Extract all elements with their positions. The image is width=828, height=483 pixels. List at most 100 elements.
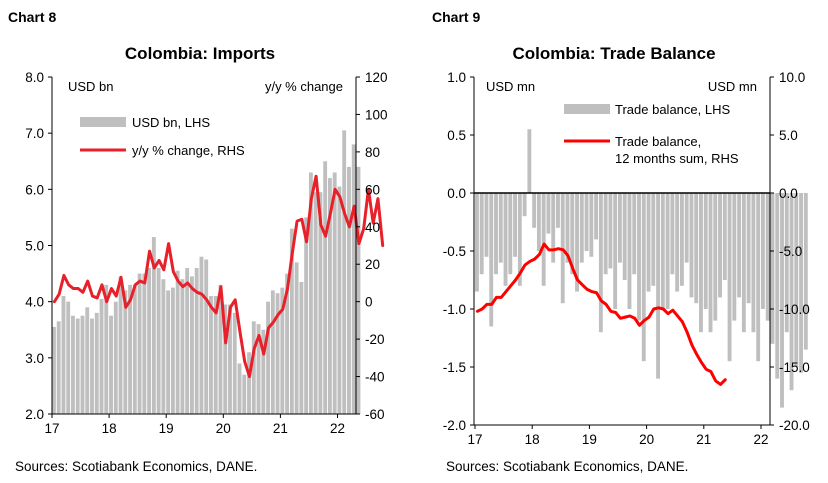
- chart-8-right-tick-label: -40: [365, 370, 385, 385]
- chart-9-bar: [765, 193, 770, 321]
- chart-8-bar: [118, 276, 123, 414]
- chart-9-bar: [637, 193, 641, 321]
- chart-8-bar: [56, 321, 61, 414]
- chart-9-bar: [522, 193, 527, 217]
- chart-9-left-tick-label: 0.5: [447, 128, 466, 143]
- chart-9-bar: [556, 193, 560, 228]
- chart-9-bar: [741, 193, 746, 333]
- chart-8-bar: [61, 296, 66, 414]
- chart-9-bar: [679, 193, 684, 286]
- chart-9-left-axis-label: USD mn: [486, 79, 535, 94]
- chart-8-bar: [270, 290, 275, 414]
- chart-8-bar: [137, 273, 142, 414]
- chart-9-bar: [513, 193, 517, 257]
- chart-9-bar: [603, 193, 608, 275]
- chart-8-left-tick-label: 7.0: [25, 126, 44, 141]
- chart-8-bar: [180, 279, 185, 414]
- chart-9-bar: [618, 193, 622, 263]
- chart-8-bar: [218, 284, 223, 414]
- chart-8-bar: [104, 284, 109, 414]
- chart-9-left-tick-label: -1.0: [443, 302, 466, 317]
- chart-9-bar: [527, 129, 532, 193]
- chart-9-left-tick-label: -2.0: [443, 418, 466, 433]
- chart-9-bar: [746, 193, 751, 304]
- chart-8-line: [52, 174, 385, 379]
- chart-9-bar: [713, 193, 718, 321]
- chart-9-axes: 1.0 0.5 0.0 -0.5 -1.0 -1.5 -2.0 10.0 5.0 0.0 -5.0 -…: [443, 70, 810, 447]
- chart-8-bar: [356, 166, 361, 414]
- chart-9-legend-bar-label: Trade balance, LHS: [615, 102, 730, 117]
- chart-9-left-tick-label: 1.0: [447, 70, 466, 85]
- chart-8-bar: [175, 270, 180, 414]
- chart-9-bar: [775, 193, 780, 379]
- chart-8-bar: [166, 290, 171, 414]
- chart-9-left-tick-label: 0.0: [447, 186, 466, 201]
- chart-8-bar: [132, 284, 137, 414]
- chart-9-right-tick-label: -5.0: [779, 244, 802, 259]
- chart-8-bar: [94, 312, 99, 414]
- chart-9-bar: [660, 193, 665, 309]
- chart-9-bar: [708, 193, 713, 333]
- chart-9-bar: [761, 193, 765, 309]
- chart-8-bar: [209, 296, 213, 414]
- chart-9-bar: [789, 193, 794, 391]
- chart-8-bar: [66, 301, 71, 414]
- chart-8-right-tick-label: 60: [365, 182, 380, 197]
- chart-9-bar: [598, 193, 603, 333]
- chart-9-bar: [689, 193, 694, 298]
- chart-9-bar: [541, 193, 546, 286]
- chart-8-bar-series: [52, 130, 361, 415]
- chart-8-bar: [75, 318, 80, 414]
- chart-8-legend-bar-label: USD bn, LHS: [132, 115, 210, 130]
- chart-9-x-tick-label: 17: [467, 432, 482, 447]
- chart-8-bar: [251, 321, 256, 414]
- chart-8-legend: USD bn, LHS y/y % change, RHS: [80, 115, 245, 158]
- chart-9-bar: [546, 193, 551, 234]
- chart-9-right-tick-label: 5.0: [779, 128, 798, 143]
- chart-8-bar: [113, 301, 118, 414]
- chart-8-left-tick-label: 5.0: [25, 239, 44, 254]
- chart-9-bar: [489, 193, 494, 327]
- chart-9-bar: [484, 193, 489, 257]
- chart-8-bar: [204, 259, 209, 414]
- chart-9-bar: [784, 193, 789, 333]
- chart-9-left-tick-label: -1.5: [443, 360, 466, 375]
- chart-8-right-tick-label: 80: [365, 145, 380, 160]
- chart-9-bar: [570, 193, 575, 275]
- chart-9-legend-line-label-1: Trade balance,: [615, 134, 701, 149]
- chart-8-bar: [85, 307, 90, 414]
- chart-9-bar: [632, 193, 637, 275]
- chart-8-bar: [285, 273, 290, 414]
- chart-8-left-tick-label: 4.0: [25, 295, 44, 310]
- chart-8-bar: [228, 304, 232, 414]
- chart-8-x-tick-label: 17: [44, 421, 59, 436]
- chart-9-bar-series: [475, 129, 808, 408]
- chart-9-bar: [756, 193, 761, 362]
- chart-9-bar: [770, 193, 775, 344]
- chart-8-bar: [332, 172, 337, 414]
- chart-9-bar: [665, 193, 670, 309]
- chart-9-bar: [532, 193, 537, 228]
- chart-9-bar: [694, 193, 699, 304]
- chart-9-bar: [608, 193, 613, 269]
- chart-9-bar: [503, 193, 508, 286]
- chart-8-number: Chart 8: [8, 9, 56, 25]
- chart-8-bar: [142, 273, 147, 414]
- chart-9-bar: [498, 193, 503, 263]
- chart-8-x-tick-label: 21: [273, 421, 288, 436]
- chart-9-bar: [732, 193, 737, 321]
- chart-8-x-tick-label: 19: [159, 421, 174, 436]
- chart-8-bar: [223, 304, 228, 414]
- chart-8-left-axis-label: USD bn: [68, 79, 114, 94]
- chart-8-legend-bar-swatch: [80, 117, 126, 127]
- chart-8-bar: [308, 172, 313, 414]
- chart-9: Chart 9 Colombia: Trade Balance USD mn U…: [432, 9, 810, 474]
- chart-9-bar: [627, 193, 632, 309]
- chart-8: Chart 8 Colombia: Imports USD bn y/y % c…: [8, 9, 388, 474]
- chart-9-bar: [579, 193, 584, 263]
- chart-8-bar: [294, 262, 299, 414]
- chart-8-bar: [199, 256, 204, 414]
- chart-9-bar: [737, 193, 742, 298]
- chart-9-legend-bar-swatch: [564, 104, 610, 114]
- chart-8-bar: [185, 267, 190, 414]
